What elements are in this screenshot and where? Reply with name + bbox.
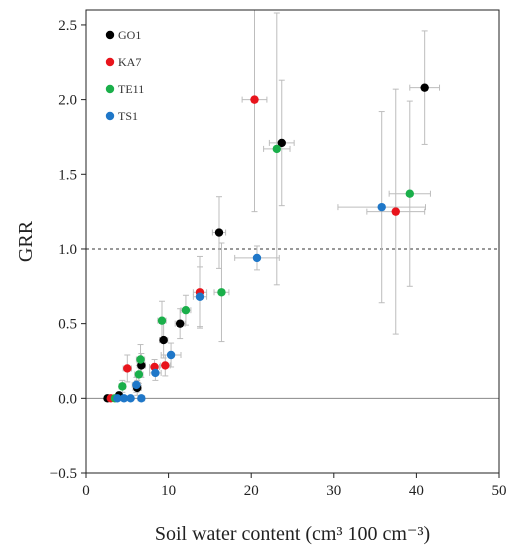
- data-point-ts1: [119, 394, 129, 403]
- data-point-ts1: [377, 202, 386, 212]
- data-point-ts1: [137, 394, 146, 403]
- data-point-go1: [214, 228, 224, 237]
- legend-marker-go1: [105, 30, 115, 40]
- x-tick-label: 0: [82, 483, 90, 499]
- data-point-go1: [420, 83, 429, 92]
- data-point-te11: [136, 355, 145, 364]
- data-point-ka7: [161, 361, 170, 370]
- error-bar: [241, 10, 268, 213]
- y-tick-label: 0.5: [58, 317, 77, 333]
- legend-label-ts1: TS1: [118, 109, 138, 123]
- data-point-ts1: [132, 380, 141, 390]
- x-tick-label: 40: [409, 483, 424, 499]
- data-point-te11: [134, 370, 144, 379]
- legend: GO1 KA7 TE11 TS1: [105, 28, 144, 123]
- y-tick-label: 0.0: [58, 391, 77, 407]
- data-point-ts1: [126, 394, 135, 403]
- axis-ticks: 0 10 20 30 40 50 −0.5 0.0 0.5 1.0 1.5 2.0 2.5: [50, 18, 507, 499]
- y-tick-label: 2.0: [58, 93, 77, 109]
- data-point-go1: [159, 335, 168, 345]
- data-point-te11: [118, 382, 127, 391]
- data-point-ts1: [252, 253, 262, 263]
- data-point-ts1: [195, 292, 205, 301]
- data-point-ts1: [113, 394, 122, 403]
- y-tick-label: 2.5: [58, 18, 77, 34]
- legend-label-te11: TE11: [118, 82, 144, 96]
- x-tick-label: 50: [492, 483, 507, 499]
- data-point-te11: [157, 316, 167, 325]
- data-point-ka7: [250, 95, 259, 104]
- legend-marker-te11: [105, 84, 115, 94]
- data-points: [103, 83, 429, 403]
- data-point-ts1: [166, 350, 176, 360]
- legend-label-go1: GO1: [118, 28, 141, 42]
- data-point-ts1: [151, 368, 160, 378]
- y-tick-label: −0.5: [50, 466, 77, 482]
- y-axis-title: GRR: [15, 220, 37, 262]
- y-tick-label: 1.5: [58, 167, 77, 183]
- data-point-go1: [277, 138, 286, 148]
- x-tick-label: 20: [244, 483, 259, 499]
- plot-frame: [85, 9, 500, 474]
- data-point-te11: [272, 144, 282, 154]
- y-tick-label: 1.0: [58, 242, 77, 258]
- data-point-te11: [181, 306, 191, 315]
- data-point-ka7: [391, 207, 400, 216]
- data-point-te11: [405, 189, 414, 198]
- legend-marker-ts1: [105, 111, 115, 121]
- data-point-ka7: [123, 364, 132, 373]
- x-tick-label: 10: [161, 483, 176, 499]
- x-axis-title: Soil water content (cm³ 100 cm⁻³): [155, 523, 430, 545]
- data-point-te11: [217, 288, 226, 297]
- error-bars: [104, 10, 441, 402]
- x-tick-label: 30: [326, 483, 341, 499]
- reference-lines: [86, 248, 499, 399]
- data-point-go1: [175, 319, 185, 328]
- legend-label-ka7: KA7: [118, 55, 141, 69]
- legend-marker-ka7: [105, 57, 115, 67]
